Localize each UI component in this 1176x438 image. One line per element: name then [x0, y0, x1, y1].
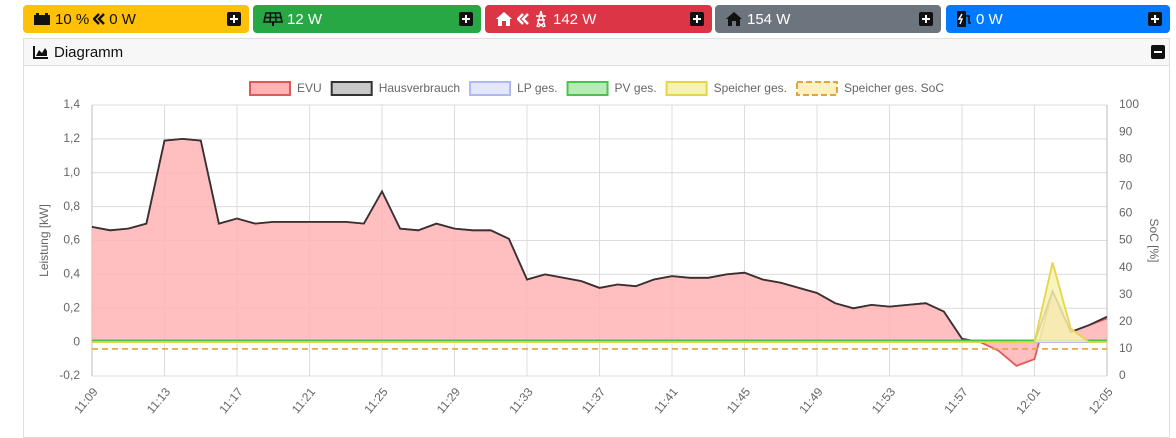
legend-swatch: [566, 81, 609, 96]
pylon-icon: [536, 10, 546, 28]
expand-button[interactable]: [227, 12, 241, 26]
expand-button[interactable]: [1148, 12, 1162, 26]
solar-icon: [263, 12, 283, 26]
legend-swatch: [665, 81, 708, 96]
expand-button[interactable]: [690, 12, 704, 26]
y-tick-label: 1,0: [63, 165, 80, 179]
tile-value: 154 W: [747, 10, 791, 28]
y-tick-label: 1,2: [63, 131, 80, 145]
legend-label: PV ges.: [615, 81, 657, 95]
arrow-icon: [93, 13, 106, 25]
y2-tick-label: 40: [1119, 260, 1133, 274]
y2-tick-label: 70: [1119, 178, 1133, 192]
y-tick-label: 0,2: [63, 300, 80, 314]
y2-tick-label: 30: [1119, 287, 1133, 301]
legend-swatch: [330, 81, 373, 96]
diagram-card: Diagramm: [23, 38, 1170, 438]
tile-value: 0 W: [976, 10, 1003, 28]
collapse-button[interactable]: [1151, 45, 1165, 59]
y-tick-label: 0: [73, 334, 80, 348]
y2-tick-label: 10: [1119, 341, 1133, 355]
tile-value: 10 %: [55, 10, 90, 28]
y2-tick-label: 20: [1119, 314, 1133, 328]
y2-tick-label: 100: [1119, 97, 1139, 111]
y-tick-label: 0,4: [63, 267, 80, 281]
card-title: Diagramm: [54, 43, 124, 61]
chargepoint-tile[interactable]: 0 W: [946, 5, 1170, 33]
battery-icon: [34, 13, 50, 25]
y-axis-title: Leistung [kW]: [37, 204, 51, 277]
legend-swatch: [469, 81, 512, 96]
tile-value: 142 W: [553, 10, 597, 28]
y2-tick-label: 50: [1119, 233, 1133, 247]
y-tick-label: 1,4: [63, 97, 80, 111]
y-tick-label: 0,6: [63, 233, 80, 247]
expand-button[interactable]: [919, 12, 933, 26]
charger-icon: [957, 11, 971, 27]
arrow-icon: [517, 13, 529, 25]
card-header: Diagramm: [24, 39, 1169, 66]
y2-tick-label: 60: [1119, 206, 1133, 220]
grid-tile[interactable]: 142 W: [485, 5, 712, 33]
legend-label: Hausverbrauch: [379, 81, 460, 95]
series-line: [92, 262, 1107, 343]
y2-tick-label: 0: [1119, 368, 1126, 382]
y2-tick-label: 90: [1119, 124, 1133, 138]
y2-tick-label: 80: [1119, 151, 1133, 165]
legend-swatch: [249, 81, 291, 96]
pv-tile[interactable]: 12 W: [253, 5, 481, 33]
y2-axis-title: SoC [%]: [1147, 218, 1161, 262]
legend-label: Speicher ges. SoC: [844, 81, 944, 95]
legend-label: EVU: [297, 81, 322, 95]
home-icon: [496, 12, 512, 26]
expand-button[interactable]: [459, 12, 473, 26]
legend-swatch: [795, 81, 838, 96]
battery-tile[interactable]: 10 % 0 W: [23, 5, 249, 33]
series-line: [91, 137, 1108, 344]
y-tick-label: -0,2: [59, 368, 80, 382]
legend-label: LP ges.: [517, 81, 557, 95]
legend-label: Speicher ges.: [714, 81, 787, 95]
chart-icon: [33, 46, 48, 59]
tile-value: 0 W: [109, 10, 136, 28]
home-icon: [726, 12, 742, 26]
y-tick-label: 0,8: [63, 199, 80, 213]
house-tile[interactable]: 154 W: [715, 5, 941, 33]
tile-value: 12 W: [287, 10, 323, 28]
